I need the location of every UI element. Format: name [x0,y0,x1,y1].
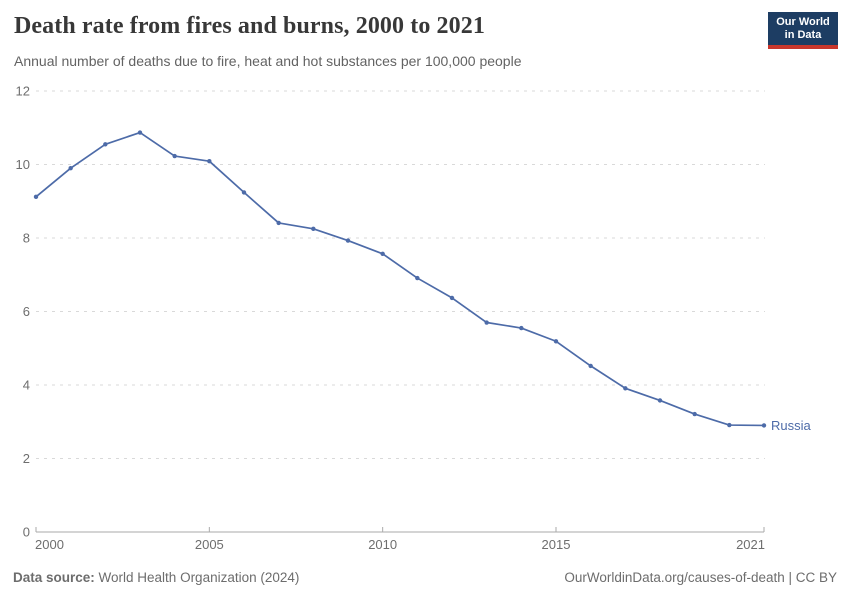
owid-logo[interactable]: Our World in Data [768,12,838,49]
data-point [484,320,489,325]
svg-text:2021: 2021 [736,537,765,552]
data-point [33,194,39,200]
owid-logo-line1: Our World [776,16,830,28]
data-point [415,275,420,281]
data-point [519,325,524,331]
svg-text:0: 0 [23,525,30,540]
svg-text:12: 12 [16,84,30,99]
owid-logo-line2: in Data [784,28,822,41]
chart-footer: Data source: World Health Organization (… [13,570,837,585]
svg-text:2010: 2010 [368,537,397,552]
data-point [311,226,316,232]
x-axis-labels: 2000 2005 2010 2015 2021 [35,537,765,552]
data-point [380,251,385,257]
data-point [172,153,177,159]
svg-text:2000: 2000 [35,537,64,552]
data-point [345,238,351,243]
data-source-text: World Health Organization (2024) [94,570,300,585]
y-axis-labels: 0 2 4 6 8 10 12 [16,84,30,540]
data-point [553,339,559,344]
data-point [657,398,663,403]
svg-text:8: 8 [23,231,30,246]
data-source-label: Data source: [13,570,95,585]
data-point [103,142,108,147]
data-point [68,165,73,171]
data-point [761,423,767,428]
data-point [623,386,628,391]
svg-text:2: 2 [23,451,30,466]
data-point [276,220,281,226]
series-label-russia: Russia [771,418,812,433]
data-point [727,422,732,428]
data-points-russia [33,130,767,428]
data-point [588,363,593,369]
svg-text:2005: 2005 [195,537,224,552]
data-point [241,190,247,195]
svg-text:4: 4 [23,378,30,393]
data-point [692,411,697,417]
chart-subtitle: Annual number of deaths due to fire, hea… [14,53,522,69]
credit-link[interactable]: OurWorldinData.org/causes-of-death | CC … [564,570,837,585]
x-axis [35,527,765,533]
svg-text:6: 6 [23,304,30,319]
data-point [137,130,143,135]
svg-text:2015: 2015 [542,537,571,552]
data-point [449,295,455,301]
chart-title: Death rate from fires and burns, 2000 to… [14,13,485,39]
svg-text:10: 10 [16,157,30,172]
data-point [207,158,212,164]
y-gridlines [36,90,765,459]
data-source: Data source: World Health Organization (… [13,570,299,585]
data-line-russia [35,131,765,427]
